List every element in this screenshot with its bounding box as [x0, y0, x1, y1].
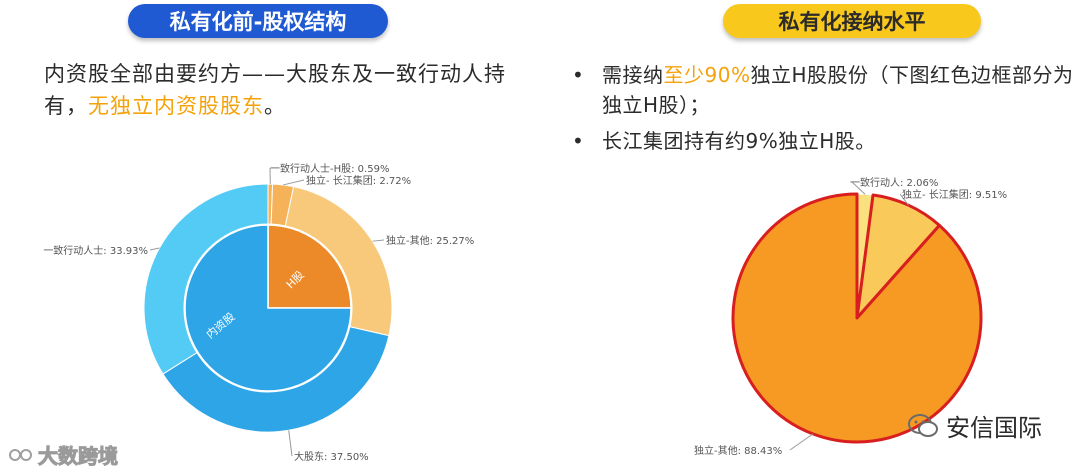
pie-data-label: 一致行动人: 2.06% — [850, 176, 938, 189]
wechat-icon — [908, 413, 938, 437]
outer-data-label: 大股东: 37.50% — [294, 450, 369, 463]
left-section-title: 私有化前-股权结构 — [128, 4, 388, 38]
acceptance-level-chart: 一致行动人: 2.06%独立- 长江集团: 9.51% 独立-其他: 88.43% — [694, 176, 1007, 457]
data-labels: 一致行动人: 2.06%独立- 长江集团: 9.51% 独立-其他: 88.43% — [694, 176, 1007, 457]
outer-data-label: 独立-其他: 25.27% — [386, 234, 474, 247]
outer-data-label: 一致行动人士-H股: 0.59% — [270, 162, 389, 175]
label-leader-line — [149, 247, 160, 251]
label-leader-line — [283, 179, 305, 186]
watermark-right: 安信国际 — [908, 408, 1042, 443]
brand-logo-icon — [9, 448, 32, 461]
bullet1-text-b: 独立H股股份（下图红色边框部分为独立H股）； — [602, 63, 1074, 117]
watermark-left-text: 大数跨境 — [38, 444, 119, 469]
slice-concert-parties — [143, 183, 269, 375]
slice-h-shares — [267, 224, 352, 309]
outer-data-label: 独立- 长江集团: 2.72% — [306, 174, 411, 187]
label-leader-line — [789, 433, 814, 451]
bullet2-text: 长江集团持有约9%独立H股。 — [602, 129, 876, 153]
bullet-list: • 需接纳至少90%独立H股股份（下图红色边框部分为独立H股）； • 长江集团持… — [564, 60, 1074, 162]
slice-major-shareholder — [162, 326, 390, 433]
left-lead-text: 内资股全部由要约方——大股东及一致行动人持有，无独立内资股股东。 — [44, 58, 524, 122]
watermark-left: 大数跨境 — [8, 440, 119, 469]
bullet1-text-a: 需接纳 — [602, 63, 664, 87]
bullet-item: • 长江集团持有约9%独立H股。 — [564, 126, 1074, 156]
label-leader-line — [851, 181, 866, 195]
bullet-dot-icon: • — [572, 63, 585, 87]
slice-domestic-shares — [184, 224, 352, 392]
bullet-dot-icon: • — [572, 129, 585, 153]
lead-text: 内资股全部由要约方——大股东及一致行动人持有， — [44, 62, 506, 118]
pie-data-label: 独立-其他: 88.43% — [694, 444, 782, 457]
slice-independent-other — [731, 192, 983, 444]
label-leader-line — [372, 239, 385, 242]
watermark-right-text: 安信国际 — [946, 414, 1042, 442]
outer-data-label: 一致行动人士: 33.93% — [43, 244, 148, 257]
inner-pie — [184, 224, 352, 392]
bullet-item: • 需接纳至少90%独立H股股份（下图红色边框部分为独立H股）； — [564, 60, 1074, 120]
pie-slices — [731, 192, 983, 444]
bullet1-highlight: 至少90% — [663, 63, 751, 87]
pie-data-label: 独立- 长江集团: 9.51% — [902, 188, 1007, 201]
lead-highlight: 无独立内资股股东 — [88, 94, 264, 118]
lead-end: 。 — [264, 94, 286, 118]
label-leader-line — [899, 193, 909, 206]
left-panel: 私有化前-股权结构 内资股全部由要约方——大股东及一致行动人持有，无独立内资股股… — [43, 4, 524, 463]
outer-ring — [143, 183, 393, 433]
right-section-title: 私有化接纳水平 — [723, 4, 981, 38]
label-leader-line — [288, 430, 293, 457]
right-panel: 私有化接纳水平 • 需接纳至少90%独立H股股份（下图红色边框部分为独立H股）；… — [540, 0, 1080, 474]
